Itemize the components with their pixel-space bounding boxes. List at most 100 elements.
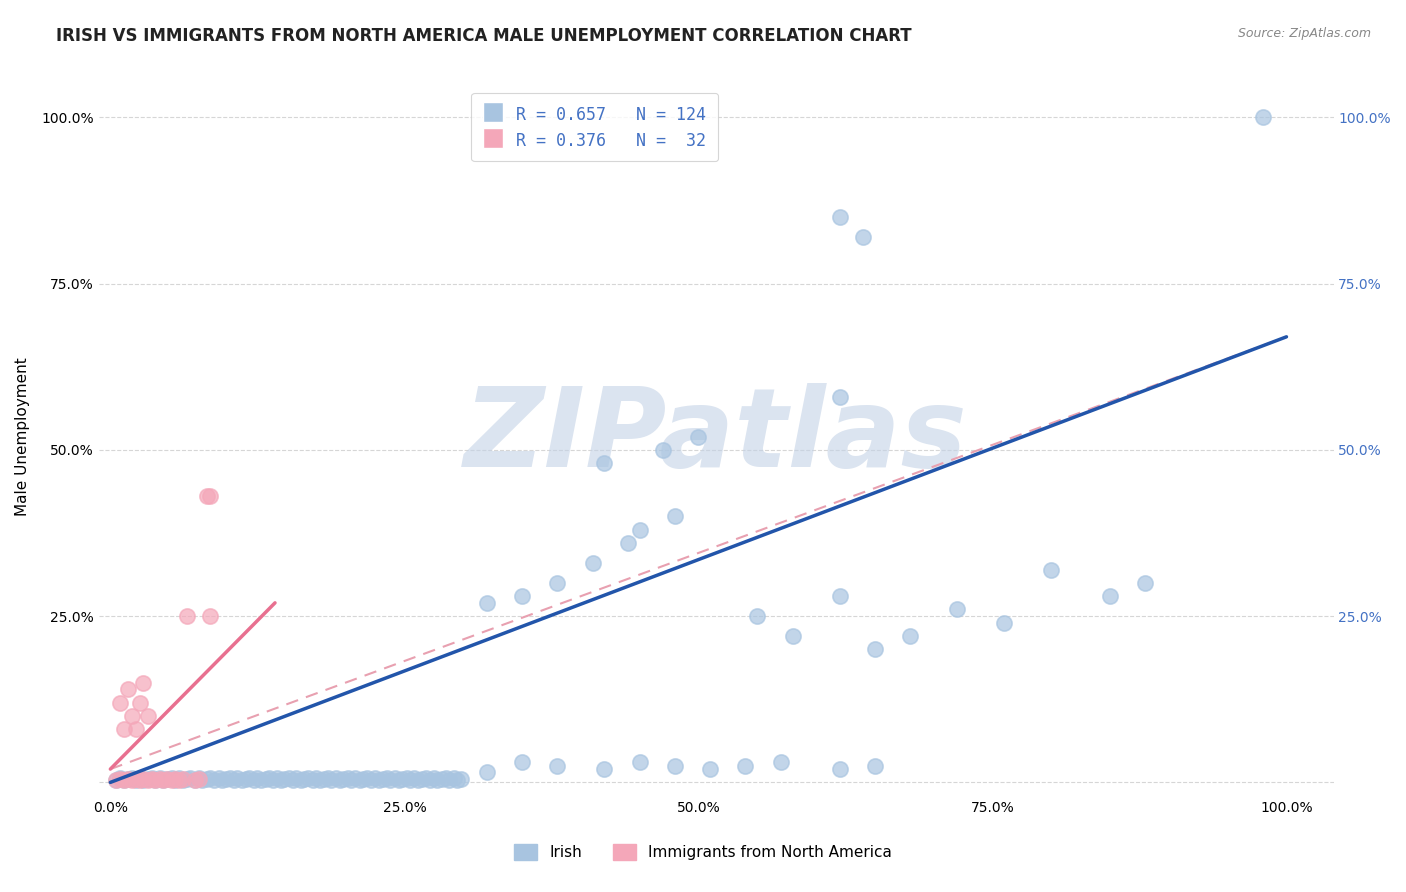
Point xyxy=(946,602,969,616)
Point xyxy=(235,772,257,786)
Point xyxy=(301,772,323,787)
Point xyxy=(294,772,316,786)
Point xyxy=(226,772,249,786)
Point xyxy=(128,773,150,788)
Point xyxy=(688,429,710,443)
Point xyxy=(828,762,851,776)
Point xyxy=(238,771,260,785)
Point xyxy=(108,772,131,786)
Point xyxy=(1040,563,1063,577)
Point xyxy=(270,773,292,788)
Point xyxy=(581,556,603,570)
Point xyxy=(246,772,269,786)
Text: ZIPatlas: ZIPatlas xyxy=(464,383,967,490)
Point xyxy=(628,523,651,537)
Point xyxy=(446,773,468,788)
Point xyxy=(257,771,280,785)
Point xyxy=(156,772,179,786)
Point xyxy=(391,772,413,786)
Point xyxy=(699,762,721,776)
Text: Source: ZipAtlas.com: Source: ZipAtlas.com xyxy=(1237,27,1371,40)
Point xyxy=(200,771,222,785)
Point xyxy=(176,772,198,786)
Point xyxy=(132,772,155,786)
Point xyxy=(364,772,387,786)
Point xyxy=(250,773,273,788)
Point xyxy=(593,456,616,470)
Point xyxy=(195,772,218,786)
Point xyxy=(373,772,395,786)
Point xyxy=(200,490,222,504)
Point xyxy=(187,772,209,786)
Point xyxy=(437,772,460,787)
Point xyxy=(172,772,194,786)
Point xyxy=(332,772,354,786)
Point xyxy=(132,675,155,690)
Point xyxy=(141,771,163,785)
Point xyxy=(546,758,568,772)
Point xyxy=(152,773,174,788)
Point xyxy=(211,773,233,788)
Point xyxy=(863,642,886,657)
Point xyxy=(664,758,686,772)
Point xyxy=(384,772,406,786)
Point xyxy=(898,629,921,643)
Point xyxy=(434,771,457,785)
Point xyxy=(163,772,186,787)
Legend: R = 0.657   N = 124, R = 0.376   N =  32: R = 0.657 N = 124, R = 0.376 N = 32 xyxy=(471,93,718,161)
Point xyxy=(273,772,295,786)
Point xyxy=(231,773,253,788)
Point xyxy=(664,509,686,524)
Point xyxy=(747,609,769,624)
Point xyxy=(782,629,804,643)
Point xyxy=(475,596,498,610)
Point xyxy=(219,771,242,785)
Point xyxy=(172,773,194,788)
Point xyxy=(402,772,425,786)
Point xyxy=(316,771,339,785)
Point xyxy=(125,772,148,787)
Point xyxy=(828,589,851,603)
Point xyxy=(184,772,207,787)
Point xyxy=(443,772,465,786)
Point xyxy=(375,771,398,785)
Point xyxy=(114,773,136,788)
Point xyxy=(593,762,616,776)
Point xyxy=(176,609,198,624)
Point xyxy=(167,773,190,788)
Point xyxy=(308,773,330,788)
Point xyxy=(160,771,183,785)
Point xyxy=(160,773,183,788)
Point xyxy=(652,442,675,457)
Point xyxy=(136,773,159,788)
Point xyxy=(415,771,437,785)
Point xyxy=(297,771,319,785)
Point xyxy=(408,773,430,788)
Point xyxy=(125,722,148,736)
Point xyxy=(136,772,159,786)
Point xyxy=(117,772,139,786)
Point xyxy=(1135,575,1157,590)
Point xyxy=(187,772,209,786)
Point xyxy=(207,772,229,786)
Point xyxy=(828,210,851,224)
Point xyxy=(184,773,207,788)
Point xyxy=(828,390,851,404)
Point xyxy=(132,773,155,788)
Point xyxy=(734,758,756,772)
Point xyxy=(163,772,186,786)
Point xyxy=(191,773,214,788)
Point xyxy=(266,772,288,786)
Point xyxy=(128,696,150,710)
Point xyxy=(510,589,533,603)
Point xyxy=(1099,589,1122,603)
Point xyxy=(214,772,236,786)
Point xyxy=(254,772,277,786)
Point xyxy=(546,575,568,590)
Point xyxy=(628,756,651,770)
Point xyxy=(769,756,792,770)
Point xyxy=(450,772,472,786)
Point xyxy=(262,772,284,787)
Point xyxy=(125,772,148,786)
Point xyxy=(343,772,366,786)
